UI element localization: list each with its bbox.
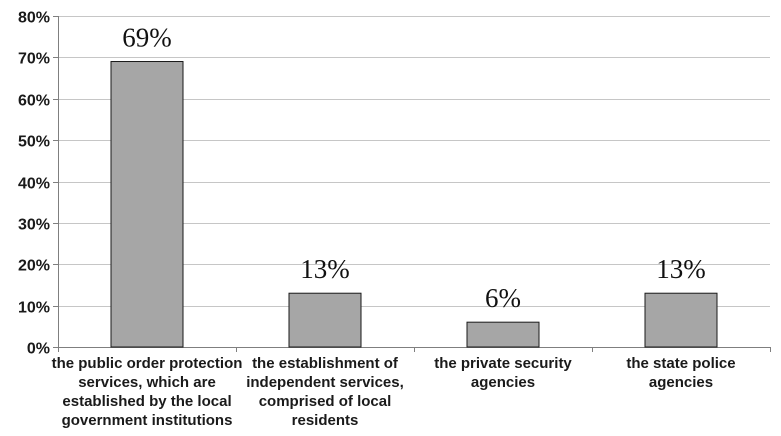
category-label: the establishment of independent services… bbox=[246, 355, 404, 429]
bar bbox=[644, 292, 718, 348]
y-tick-label: 80% bbox=[18, 10, 50, 27]
category-label: the state police agencies bbox=[626, 355, 735, 391]
y-tick-label: 10% bbox=[18, 300, 50, 317]
bar bbox=[288, 292, 362, 348]
y-tick-label: 70% bbox=[18, 51, 50, 68]
y-tick-label: 40% bbox=[18, 176, 50, 193]
data-label: 13% bbox=[300, 254, 350, 284]
y-tick-label: 30% bbox=[18, 217, 50, 234]
data-label: 6% bbox=[485, 283, 521, 313]
axes bbox=[53, 16, 771, 352]
data-label: 13% bbox=[656, 254, 706, 284]
y-tick-label: 20% bbox=[18, 258, 50, 275]
category-labels: the public order protection services, whi… bbox=[52, 355, 736, 429]
data-labels: 69% 13% 6% 13% bbox=[122, 23, 706, 314]
category-label: the private security agencies bbox=[434, 355, 572, 391]
y-tick-label: 0% bbox=[27, 341, 50, 358]
bars bbox=[110, 61, 718, 348]
bar bbox=[466, 321, 540, 348]
y-tick-label: 50% bbox=[18, 134, 50, 151]
data-label: 69% bbox=[122, 23, 172, 53]
y-tick-labels: 0% 10% 20% 30% 40% 50% 60% 70% 80% bbox=[18, 10, 50, 358]
category-label: the public order protection services, whi… bbox=[52, 355, 243, 429]
y-tick-label: 60% bbox=[18, 93, 50, 110]
bar bbox=[110, 61, 184, 348]
